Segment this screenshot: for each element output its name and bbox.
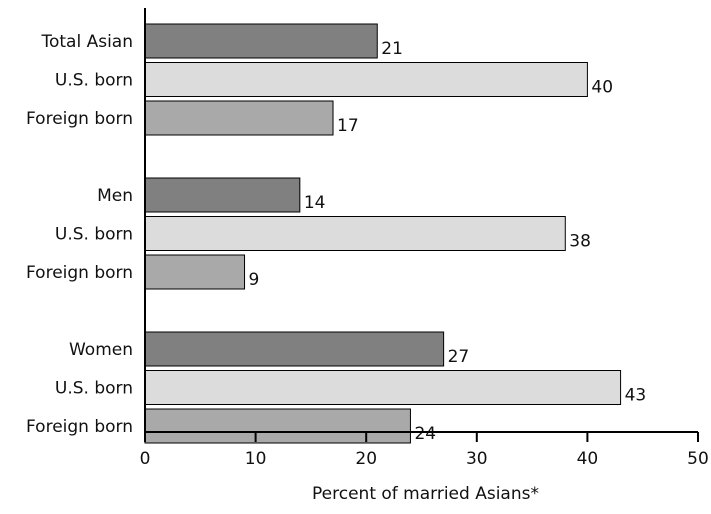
category-label: U.S. born xyxy=(55,379,133,399)
bar-3-3 xyxy=(144,408,411,444)
value-label: 27 xyxy=(448,347,470,367)
value-label: 24 xyxy=(414,424,436,444)
category-label: Men xyxy=(97,186,133,206)
bar-3-1 xyxy=(144,331,445,367)
category-label: Foreign born xyxy=(26,417,133,437)
x-ticks-layer: 0 10 20 30 40 50 xyxy=(140,432,709,469)
axis-layer xyxy=(144,8,698,433)
x-tick-label: 40 xyxy=(577,449,599,469)
value-label: 43 xyxy=(625,386,647,406)
value-label: 40 xyxy=(591,78,613,98)
x-axis-title: Percent of married Asians* xyxy=(312,484,539,504)
x-tick-label: 10 xyxy=(245,449,267,469)
value-label: 21 xyxy=(381,39,403,59)
bar-2-3 xyxy=(144,254,246,290)
bar-2-1 xyxy=(144,177,301,213)
category-label: Women xyxy=(69,340,133,360)
value-label: 14 xyxy=(304,193,326,213)
value-label: 17 xyxy=(337,116,359,136)
x-tick-label: 50 xyxy=(687,449,709,469)
x-tick-label: 20 xyxy=(355,449,377,469)
value-label: 9 xyxy=(249,270,260,290)
category-label: Foreign born xyxy=(26,263,133,283)
bar-1-2 xyxy=(144,62,588,97)
category-label: U.S. born xyxy=(55,71,133,91)
value-label: 38 xyxy=(569,232,591,252)
bar-3-2 xyxy=(144,370,622,405)
x-tick-label: 0 xyxy=(140,449,151,469)
category-label: U.S. born xyxy=(55,225,133,245)
bar-1-3 xyxy=(144,100,334,136)
bar-1-1 xyxy=(144,23,378,59)
bar-2-2 xyxy=(144,216,566,251)
category-label: Foreign born xyxy=(26,109,133,129)
category-label: Total Asian xyxy=(40,32,133,52)
x-tick-label: 30 xyxy=(466,449,488,469)
bars-layer: Total Asian 21 U.S. born 40 Foreign born 17 Me… xyxy=(26,23,647,444)
